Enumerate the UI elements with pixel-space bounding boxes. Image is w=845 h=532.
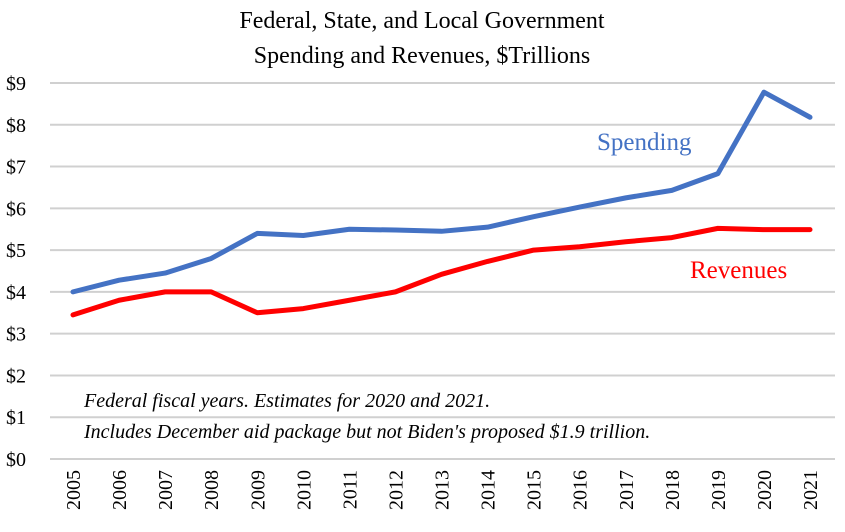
y-tick-label: $6 bbox=[6, 198, 26, 220]
x-tick-label: 2015 bbox=[524, 470, 546, 510]
annotation-line-2: Includes December aid package but not Bi… bbox=[83, 421, 650, 443]
series-label-revenues: Revenues bbox=[690, 257, 787, 284]
x-tick-label: 2006 bbox=[109, 470, 131, 510]
x-tick-label: 2011 bbox=[339, 470, 361, 509]
x-tick-label: 2021 bbox=[800, 470, 822, 510]
x-tick-label: 2019 bbox=[708, 470, 730, 510]
y-tick-label: $7 bbox=[6, 157, 26, 179]
x-tick-label: 2010 bbox=[293, 470, 315, 510]
series-label-spending: Spending bbox=[597, 129, 692, 156]
y-tick-label: $9 bbox=[6, 73, 26, 95]
x-tick-label: 2009 bbox=[247, 470, 269, 510]
y-tick-label: $3 bbox=[6, 324, 26, 346]
x-tick-label: 2012 bbox=[385, 470, 407, 510]
y-tick-label: $5 bbox=[6, 240, 26, 262]
x-tick-label: 2013 bbox=[432, 470, 454, 510]
x-tick-label: 2020 bbox=[754, 470, 776, 510]
x-tick-label: 2014 bbox=[478, 470, 500, 510]
y-tick-label: $1 bbox=[6, 407, 26, 429]
y-tick-label: $8 bbox=[6, 115, 26, 137]
x-tick-label: 2007 bbox=[155, 470, 177, 510]
y-tick-label: $2 bbox=[6, 365, 26, 387]
annotation-line-1: Federal fiscal years. Estimates for 2020… bbox=[83, 390, 490, 412]
chart-title-line-2: Spending and Revenues, $Trillions bbox=[254, 43, 590, 69]
y-tick-label: $4 bbox=[6, 282, 26, 304]
x-tick-label: 2017 bbox=[616, 470, 638, 510]
x-tick-label: 2018 bbox=[662, 470, 684, 510]
x-tick-label: 2008 bbox=[201, 470, 223, 510]
y-tick-label: $0 bbox=[6, 449, 26, 471]
x-tick-label: 2005 bbox=[63, 470, 85, 510]
chart-title-line-1: Federal, State, and Local Government bbox=[239, 8, 605, 34]
x-tick-label: 2016 bbox=[570, 470, 592, 510]
